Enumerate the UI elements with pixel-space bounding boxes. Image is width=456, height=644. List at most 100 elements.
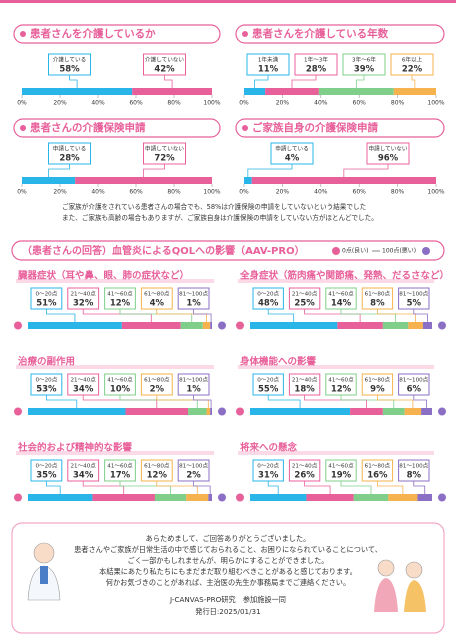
callout-line: [267, 395, 301, 408]
series-name: 61～80点: [365, 463, 391, 470]
face-good: [14, 407, 22, 416]
value-label: 18%: [294, 385, 315, 395]
series-name: 申請していない: [145, 145, 184, 153]
series-name: 0～20点: [35, 291, 57, 298]
title-frame: [235, 24, 445, 44]
bar-segment: [210, 408, 212, 415]
footer-line: 何かお気づきのことがあれば、主治医の先生か事務局までご連絡ください。: [106, 578, 350, 587]
x-tick-label: 40%: [91, 100, 105, 107]
chart-title: 身体機能への影響: [240, 356, 317, 368]
bar-segment: [417, 494, 432, 501]
callout-line: [376, 395, 414, 408]
callout-line: [376, 309, 417, 322]
x-tick-label: 80%: [167, 100, 181, 107]
callout-box: [140, 287, 173, 310]
x-tick-label: 40%: [314, 100, 328, 107]
bar-segment: [337, 322, 383, 329]
bar-segment: [250, 408, 351, 415]
bar-segment: [388, 494, 418, 501]
callout-box: [252, 373, 284, 396]
x-tick-label: 80%: [391, 189, 405, 196]
section-title: （患者さんの回答）血管炎によるQOLへの影響（AAV-PRO）: [22, 244, 305, 257]
chart-title: 社会的および精神的な影響: [17, 442, 133, 454]
value-label: 48%: [258, 299, 279, 309]
callout-line: [119, 309, 193, 322]
callout-line: [82, 481, 125, 494]
callout-box: [325, 287, 357, 310]
face-bad: [438, 493, 446, 502]
value-label: 12%: [147, 471, 168, 481]
series-name: 61～80点: [144, 377, 170, 384]
x-tick-label: 20%: [53, 100, 67, 107]
series-name: 0～20点: [257, 463, 279, 470]
x-tick-label: 60%: [353, 189, 367, 196]
callout-line: [247, 164, 293, 177]
callout-box: [67, 287, 100, 310]
bar-segment: [318, 88, 394, 95]
title-underline: [238, 451, 434, 455]
bar-segment: [250, 322, 338, 329]
bar-segment: [382, 408, 405, 415]
value-label: 2%: [186, 471, 201, 481]
face-good: [14, 493, 22, 502]
bar-segment: [421, 408, 432, 415]
face-bad: [218, 493, 226, 502]
value-label: 5%: [407, 299, 422, 309]
callout-box: [390, 53, 434, 76]
series-name: 41～60点: [107, 291, 133, 298]
x-tick-label: 0%: [17, 100, 27, 107]
series-name: 41～60点: [328, 291, 354, 298]
callout-line: [413, 309, 428, 322]
chart-title: 患者さんの介護保険申請: [30, 121, 146, 134]
callout-line: [82, 309, 152, 322]
footer-frame: [11, 522, 445, 634]
value-label: 34%: [73, 385, 94, 395]
series-name: 0～20点: [35, 463, 57, 470]
callout-line: [343, 164, 389, 177]
note-line: ご家族が介護をされている患者さんの場合でも、58%は介護保険の申請をしていないと…: [62, 202, 366, 211]
callout-line: [413, 481, 426, 494]
callout-box: [288, 373, 321, 396]
callout-line: [119, 481, 172, 494]
face-bad: [438, 321, 446, 330]
callout-box: [143, 53, 186, 76]
face-bad: [218, 407, 226, 416]
series-name: 3年～6年: [352, 56, 376, 64]
callout-box: [398, 459, 430, 482]
top-band: [0, 0, 456, 3]
value-label: 35%: [36, 471, 57, 481]
bar-segment: [186, 494, 209, 501]
value-label: 1%: [186, 385, 201, 395]
x-tick-label: 60%: [129, 100, 143, 107]
bar-segment: [393, 88, 436, 95]
series-name: 81～100点: [399, 377, 428, 384]
value-label: 8%: [370, 299, 385, 309]
callout-box: [48, 53, 91, 76]
series-name: 81～100点: [179, 377, 208, 384]
callout-box: [177, 459, 210, 482]
chart-title: 臓器症状（耳や鼻、眼、肺の症状など）: [17, 270, 189, 282]
value-label: 42%: [154, 65, 175, 75]
value-label: 22%: [402, 65, 423, 75]
value-label: 4%: [150, 299, 165, 309]
callout-box: [361, 373, 394, 396]
callout-line: [254, 75, 269, 88]
x-tick-label: 80%: [167, 189, 181, 196]
x-tick-label: 20%: [53, 189, 67, 196]
series-name: 61～80点: [365, 377, 391, 384]
callout-line: [291, 75, 317, 88]
value-label: 8%: [407, 471, 422, 481]
callout-box: [252, 459, 284, 482]
title-dot: [242, 125, 248, 131]
series-name: 1年未満: [258, 56, 279, 64]
callout-box: [140, 373, 173, 396]
callout-line: [193, 481, 211, 494]
callout-line: [304, 309, 361, 322]
bar-segment: [206, 408, 211, 415]
footer-line: 患者さんやご家族が日常生活の中で感じておられること、お困りになられていることにつ…: [74, 545, 382, 554]
footer-line: 本結果にあたり私たちにもまだまだ取り組むべきことがあると感じております。: [99, 567, 357, 576]
callout-box: [246, 53, 290, 76]
section-frame: [11, 240, 445, 261]
callout-box: [288, 459, 321, 482]
legend-icon: [422, 247, 430, 255]
